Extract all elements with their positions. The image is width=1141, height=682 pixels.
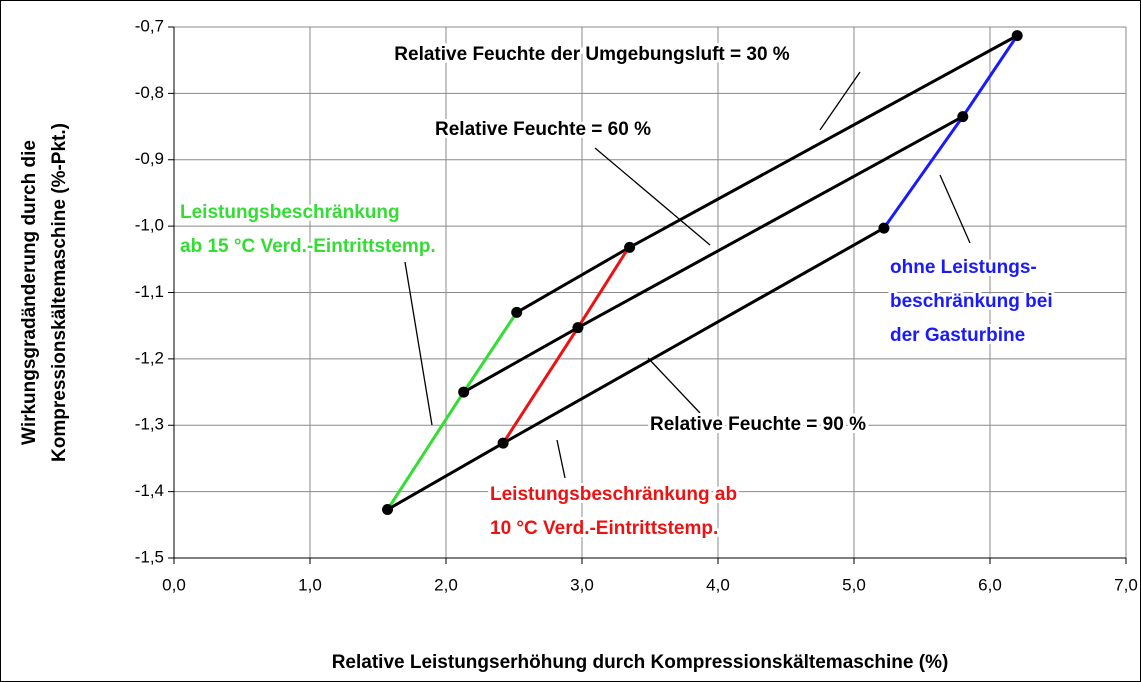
annotation: 10 °C Verd.-Eintrittstemp. (490, 518, 718, 539)
y-tick-label: -0,9 (135, 149, 164, 168)
x-tick-label: 2,0 (434, 575, 458, 594)
point (1011, 30, 1023, 42)
annotation: Leistungsbeschränkung ab (490, 484, 737, 505)
leader-line (404, 261, 433, 426)
x-tick-label: 7,0 (1114, 575, 1138, 594)
point (382, 504, 394, 516)
leader-line (939, 174, 971, 244)
x-tick-label: 3,0 (570, 575, 594, 594)
annotation: Relative Feuchte = 60 % (435, 119, 651, 140)
y-tick-label: -1,5 (135, 547, 164, 566)
point (572, 322, 584, 334)
annotation: der Gasturbine (890, 325, 1025, 346)
annotation: Relative Feuchte = 90 % (650, 414, 866, 435)
leader-line (556, 439, 566, 479)
annotation: ab 15 °C Verd.-Eintrittstemp. (180, 236, 436, 257)
x-tick-label: 0,0 (162, 575, 186, 594)
annotation: Leistungsbeschränkung (180, 202, 400, 223)
leader-line (819, 71, 861, 131)
y-tick-label: -1,1 (135, 282, 164, 301)
x-tick-label: 4,0 (706, 575, 730, 594)
point (878, 222, 890, 234)
y-tick-label: -1,2 (135, 348, 164, 367)
y-tick-label: -1,3 (135, 415, 164, 434)
y-tick-label: -0,8 (135, 83, 164, 102)
annotation: Relative Feuchte der Umgebungsluft = 30 … (394, 44, 790, 65)
annotation: beschränkung bei (890, 291, 1053, 312)
point (458, 386, 470, 398)
y-tick-label: -1,4 (135, 481, 164, 500)
x-axis-label: Relative Leistungserhöhung durch Kompres… (332, 652, 949, 673)
x-tick-label: 5,0 (842, 575, 866, 594)
leader-line (647, 357, 701, 414)
leader-line (594, 147, 711, 246)
y-axis-label: Wirkungsgradänderung durch die (19, 140, 40, 445)
x-tick-label: 1,0 (298, 575, 322, 594)
point (624, 241, 636, 253)
y-axis-label: Kompressionskältemaschine (%-Pkt.) (49, 123, 70, 462)
point (497, 437, 509, 449)
y-tick-label: -0,7 (135, 16, 164, 35)
y-tick-label: -1,0 (135, 216, 164, 235)
point (511, 306, 523, 318)
x-tick-label: 6,0 (978, 575, 1002, 594)
point (957, 111, 969, 123)
annotation: ohne Leistungs- (890, 257, 1037, 278)
